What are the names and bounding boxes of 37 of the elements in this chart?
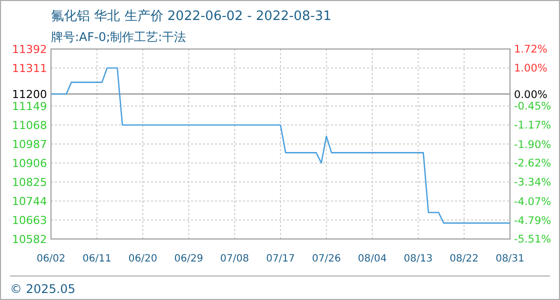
y2-tick-label: 1.00% [514,62,548,75]
x-tick-label: 06/02 [36,254,66,264]
x-tick-label: 06/20 [128,254,158,264]
y-tick-label: 10987 [12,138,47,151]
y2-tick-label: -5.51% [514,234,552,246]
x-tick-label: 07/08 [220,254,250,264]
x-tick-label: 07/26 [312,254,341,264]
y-tick-label: 10663 [12,214,47,227]
y2-tick-label: -1.17% [514,120,552,132]
y2-tick-label: 1.72% [514,44,548,56]
text: © 2025.05 [10,282,76,296]
y-tick-label: 11392 [12,42,47,56]
chart-subtitle: 牌号:AF-0;制作工艺:干法 [51,30,186,44]
x-tick-label: 08/22 [450,254,479,264]
y-tick-label: 11200 [12,88,47,101]
y2-tick-label: -1.90% [514,138,552,151]
y-tick-label: 10582 [12,232,47,246]
y-tick-label: 10744 [12,194,47,208]
x-tick-label: 08/13 [404,254,433,264]
line-series [50,67,511,224]
y2-tick-label: -3.34% [514,176,552,189]
y2-tick-label: -4.07% [514,196,552,208]
x-tick-label: 06/29 [174,254,204,264]
y-tick-label: 10906 [12,156,47,170]
y2-tick-label: -2.62% [514,158,552,170]
y2-tick-label: -0.45% [514,100,552,113]
y-tick-label: 10825 [12,176,47,189]
x-tick-label: 08/31 [496,254,524,264]
y-tick-label: 11149 [12,100,47,113]
x-tick-label: 07/17 [266,254,295,264]
chart-title: 氟化铝 华北 生产价 2022-06-02 - 2022-08-31 [51,9,332,24]
x-tick-label: 06/11 [82,254,112,264]
y-tick-label: 11311 [12,62,47,75]
x-tick-label: 08/04 [358,254,387,264]
y2-tick-label: 0.00% [514,88,548,101]
y2-tick-label: -4.79% [514,214,552,227]
y-tick-label: 11068 [12,118,47,132]
